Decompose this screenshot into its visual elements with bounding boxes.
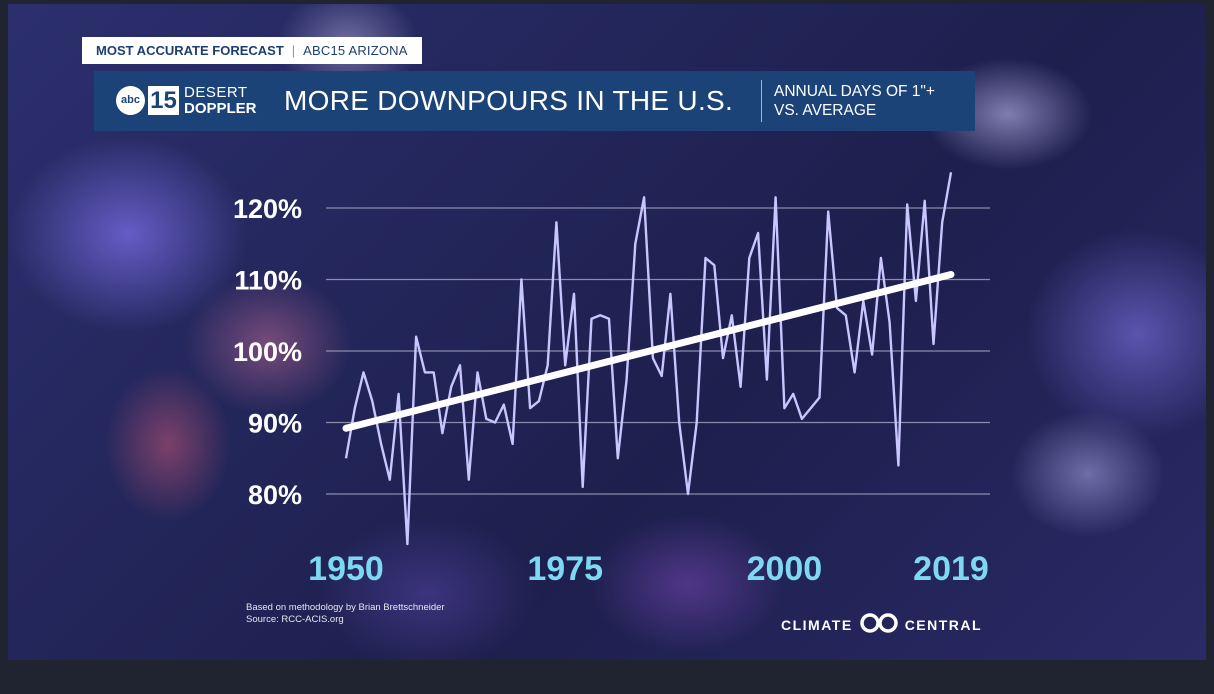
tagline-left: MOST ACCURATE FORECAST (96, 43, 284, 58)
x-tick-label-2019: 2019 (913, 550, 989, 588)
y-tick-label-120: 120% (233, 194, 302, 224)
chart-subtitle-line1: ANNUAL DAYS OF 1"+ (774, 83, 935, 100)
y-tick-label-80: 80% (248, 480, 302, 510)
y-tick-label-90: 90% (248, 409, 302, 439)
tagline-right: ABC15 ARIZONA (303, 43, 408, 58)
title-divider (761, 80, 762, 122)
line-chart: 80% 90% 100% 110% 120% 1950 1975 2000 2019 (233, 172, 990, 588)
rings-logo-icon (859, 613, 899, 636)
brand-word-left: CLIMATE (781, 616, 853, 633)
y-axis-labels: 80% 90% 100% 110% 120% (233, 194, 302, 510)
abc-logo-icon: abc (116, 86, 145, 115)
source-methodology: Based on methodology by Brian Brettschne… (246, 602, 445, 613)
brand-word-right: CENTRAL (904, 616, 983, 633)
title-bar: abc 15 DESERT DOPPLER MORE DOWNPOURS IN … (94, 71, 975, 131)
climate-central-logo: CLIMATE CENTRAL (781, 613, 982, 636)
x-axis-labels: 1950 1975 2000 2019 (308, 550, 989, 588)
x-tick-label-1950: 1950 (308, 550, 384, 588)
channel-number-logo: 15 (148, 86, 179, 115)
tagline-divider: | (291, 43, 296, 58)
chart-graphic: MOST ACCURATE FORECAST | ABC15 ARIZONA a… (8, 4, 1206, 660)
y-tick-label-100: 100% (233, 337, 302, 367)
series-line-annual (344, 172, 953, 546)
trend-line (342, 270, 955, 432)
tagline-banner: MOST ACCURATE FORECAST | ABC15 ARIZONA (82, 37, 422, 64)
chart-subtitle-line2: VS. AVERAGE (774, 102, 877, 119)
series-layer (342, 172, 955, 546)
logo-word-doppler: DOPPLER (184, 100, 257, 117)
y-tick-label-110: 110% (234, 266, 302, 296)
chart-title: MORE DOWNPOURS IN THE U.S. (284, 85, 734, 116)
logo-word-desert: DESERT (184, 84, 248, 101)
x-tick-label-1975: 1975 (527, 550, 603, 588)
source-note: Based on methodology by Brian Brettschne… (246, 602, 445, 626)
source-data: Source: RCC-ACIS.org (246, 614, 344, 625)
x-tick-label-2000: 2000 (747, 550, 823, 588)
